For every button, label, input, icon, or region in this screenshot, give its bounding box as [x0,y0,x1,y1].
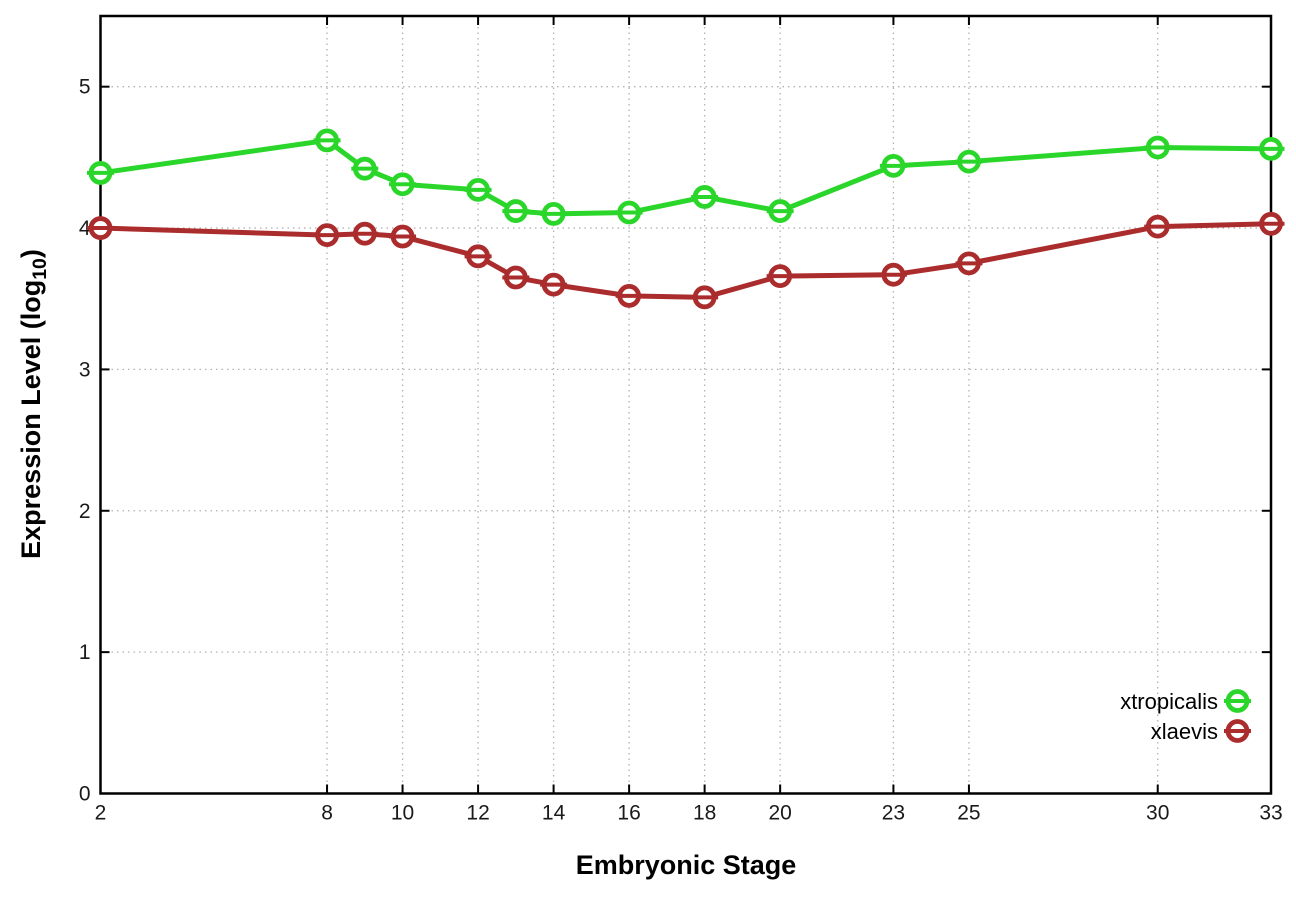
y-tick-label: 4 [79,217,91,240]
series-line-xlaevis [98,221,1274,300]
legend-label: xtropicalis [1120,689,1218,714]
y-tick-label: 5 [79,76,91,99]
series-xlaevis [87,211,1285,310]
grid-lines [99,16,1272,794]
x-tick-label: 30 [1146,802,1169,825]
legend-label: xlaevis [1151,719,1218,744]
y-axis-label: Expression Level (log10) [16,249,52,559]
x-tick-label: 2 [95,802,107,825]
series-line-xtropicalis [98,137,1274,217]
x-tick-label: 8 [321,802,333,825]
y-axis-label-text: Expression Level (log [15,279,46,559]
x-axis-label: Embryonic Stage [575,850,797,880]
x-tick-label: 20 [768,802,791,825]
x-tick-label: 23 [882,802,905,825]
x-tick-label: 12 [466,802,489,825]
x-tick-label: 33 [1259,802,1282,825]
x-tick-label: 25 [957,802,980,825]
legend-entry-xtropicalis: xtropicalis [1120,689,1251,714]
legend: xtropicalis xlaevis [1120,689,1251,744]
x-tick-label: 16 [617,802,640,825]
series-xtropicalis [87,128,1285,226]
y-tick-label: 3 [79,358,91,381]
plot-border [99,14,1273,795]
legend-entry-xlaevis: xlaevis [1151,719,1251,744]
y-axis-label-subscript: 10 [29,258,52,280]
x-tick-label: 14 [542,802,566,825]
y-axis-label-suffix: ) [15,249,46,259]
x-tick-label: 18 [693,802,716,825]
tick-marks [99,16,1272,795]
y-tick-label: 2 [79,500,91,523]
x-tick-label: 10 [391,802,414,825]
y-tick-label: 1 [79,641,91,664]
y-tick-label: 0 [79,783,91,806]
